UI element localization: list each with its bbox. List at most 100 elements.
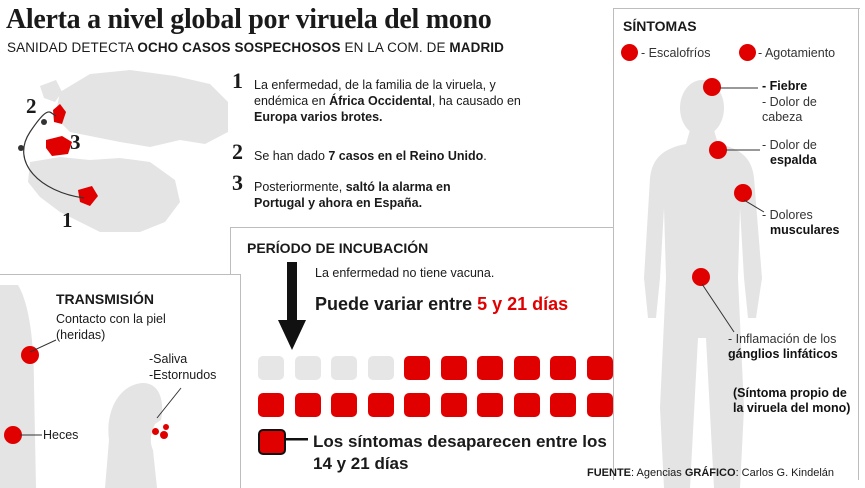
day-square-grey <box>331 356 357 380</box>
legend-dash <box>286 438 308 441</box>
hallmark-symptom-note: (Síntoma propio de la viruela del mono) <box>733 386 851 415</box>
subtitle-bold-cases: OCHO CASOS SOSPECHOSOS <box>137 40 341 55</box>
day-square-red <box>258 393 284 417</box>
headache-label: - Dolor de cabeza <box>762 95 817 124</box>
step-3-text: Posteriormente, <box>254 180 346 194</box>
day-square-red <box>404 393 430 417</box>
source-value: : Agencias <box>631 467 685 479</box>
page-subtitle: SANIDAD DETECTA OCHO CASOS SOSPECHOSOS E… <box>7 40 504 55</box>
lymph-node-leader <box>702 284 735 333</box>
europe-africa-map <box>18 70 228 232</box>
incubation-panel-border-top <box>230 227 613 228</box>
range-text: Puede variar entre 5 y 21 días <box>315 294 568 315</box>
map-marker-3: 3 <box>70 130 81 154</box>
fatigue-label: - Agotamiento <box>758 46 836 60</box>
lymph-node-dot <box>692 268 710 286</box>
spread-route <box>23 111 85 199</box>
saliva-label: -Saliva <box>149 352 188 366</box>
symptoms-heading: SÍNTOMAS <box>623 18 697 34</box>
step-2-number: 2 <box>232 139 243 164</box>
contact-label: Contacto con la piel (heridas) <box>56 312 166 342</box>
map-marker-1: 1 <box>62 208 73 232</box>
back-pain-label-2: espalda <box>770 153 817 167</box>
step-1: 1 La enfermedad, de la familia de la vir… <box>232 70 542 125</box>
down-arrow-icon <box>278 262 306 350</box>
graphic-value: : Carlos G. Kindelán <box>735 467 834 479</box>
legend-text: Los síntomas desaparecen entre los 14 y … <box>313 432 607 473</box>
head-silhouette <box>105 383 163 488</box>
day-square-grey <box>258 356 284 380</box>
day-square-red <box>477 393 503 417</box>
fever-dot <box>703 78 721 96</box>
back-pain-dot <box>709 141 727 159</box>
step-2-text-2: . <box>483 149 487 163</box>
nigeria-shape <box>78 186 98 206</box>
vaccine-note: La enfermedad no tiene vacuna. <box>315 266 495 280</box>
step-2-bold: 7 casos en el Reino Unido <box>328 149 484 163</box>
sneeze-leader <box>156 387 182 419</box>
feces-leader <box>20 434 42 436</box>
incubation-heading: PERÍODO DE INCUBACIÓN <box>247 240 429 256</box>
droplet <box>163 424 169 430</box>
droplet <box>160 431 168 439</box>
chills-label: - Escalofríos <box>641 46 711 60</box>
step-2-text: Se han dado <box>254 149 329 163</box>
graphic-label: GRÁFICO <box>684 467 736 479</box>
day-square-red <box>586 356 613 380</box>
fatigue-dot <box>739 44 756 61</box>
contact-leader <box>30 339 57 353</box>
step-1-text-2: , ha causado en <box>431 94 521 108</box>
subtitle-text-2: EN LA COM. DE <box>340 40 450 55</box>
contact-dot <box>21 346 39 364</box>
uk-shape <box>53 104 66 124</box>
page-title: Alerta a nivel global por viruela del mo… <box>6 4 492 35</box>
subtitle-bold-madrid: MADRID <box>449 40 504 55</box>
lymph-node-text: - Inflamación de los <box>728 332 837 346</box>
fever-label: - Fiebre <box>762 79 808 93</box>
arm-silhouette <box>0 285 36 488</box>
step-2: 2 Se han dado 7 casos en el Reino Unido. <box>232 141 542 164</box>
day-square-red <box>367 393 394 417</box>
step-1-text: La enfermedad, de la familia de la virue… <box>254 78 496 108</box>
day-square-red <box>513 393 540 417</box>
incubation-panel-border-left <box>230 227 231 275</box>
symptoms-panel-border-top <box>613 8 860 9</box>
iberia-shape <box>46 136 72 156</box>
day-square-red <box>440 356 467 380</box>
day-square-red <box>404 356 430 380</box>
range-prefix: Puede variar entre <box>315 294 478 314</box>
lymph-node-label: - Inflamación de los gánglios linfáticos <box>728 332 850 362</box>
day-square-red <box>477 356 503 380</box>
day-square-red <box>550 356 576 380</box>
feces-label: Heces <box>43 428 79 442</box>
day-square-grey <box>294 356 321 380</box>
muscle-pain-label-2: musculares <box>770 223 840 237</box>
step-1-number: 1 <box>232 68 243 93</box>
day-square-red <box>294 393 321 417</box>
muscle-pain-leader <box>744 200 765 213</box>
feces-dot <box>4 426 22 444</box>
muscle-pain-dot <box>734 184 752 202</box>
fever-leader <box>720 87 758 89</box>
step-3: 3 Posteriormente, saltó la alarma en Por… <box>232 172 547 211</box>
sneeze-label: -Estornudos <box>149 368 217 382</box>
transmission-panel-border-top <box>0 274 240 275</box>
droplet <box>152 428 159 435</box>
day-square-red <box>331 393 357 417</box>
step-1-bold: África Occidental <box>329 94 432 108</box>
source-label: FUENTE <box>587 467 631 479</box>
day-square-red <box>586 393 613 417</box>
day-square-red <box>440 393 467 417</box>
transmission-heading: TRANSMISIÓN <box>56 291 154 307</box>
day-square-grey <box>367 356 394 380</box>
lymph-node-bold: gánglios linfáticos <box>728 347 838 361</box>
symptoms-panel-border-left <box>613 8 614 480</box>
back-pain-leader <box>726 149 760 151</box>
symptoms-panel-border-right <box>858 8 859 480</box>
step-3-number: 3 <box>232 170 243 195</box>
back-pain-label-1: - Dolor de <box>762 138 817 152</box>
range-highlight: 5 y 21 días <box>477 294 569 314</box>
day-square-red <box>513 356 540 380</box>
muscle-pain-label-1: - Dolores <box>762 208 813 222</box>
day-square-red <box>550 393 576 417</box>
